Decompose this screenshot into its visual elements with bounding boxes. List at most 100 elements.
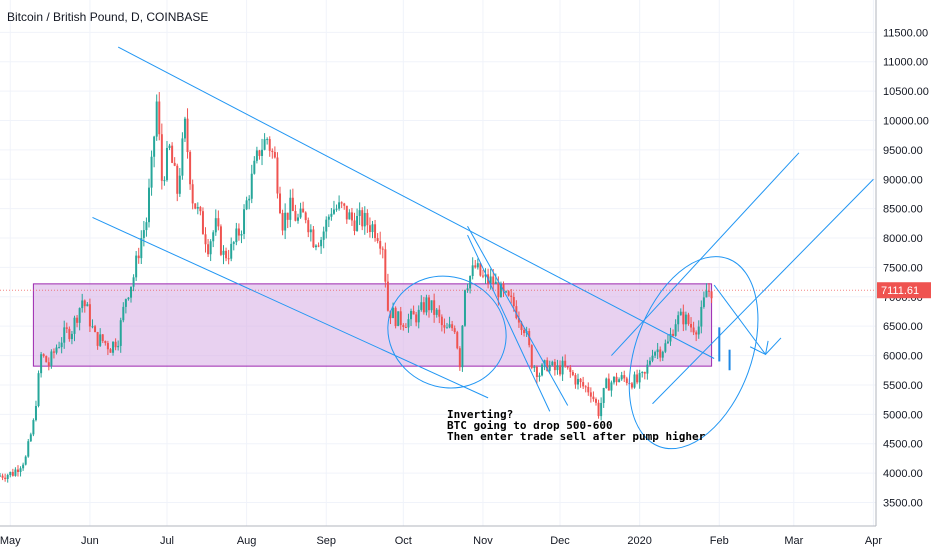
candle-body — [219, 226, 222, 255]
candle-body — [29, 434, 32, 442]
candle-body — [404, 326, 407, 328]
candle-body — [379, 241, 382, 249]
candle-body — [119, 320, 122, 346]
candle-body — [669, 333, 672, 342]
candle-body — [332, 209, 335, 214]
candle-body — [397, 311, 400, 327]
candle-body — [594, 399, 597, 403]
candle-body — [299, 208, 302, 218]
candle-body — [258, 150, 261, 156]
candle-body — [106, 343, 109, 350]
candle-body — [371, 224, 374, 233]
candle-body — [199, 206, 202, 212]
candle-body — [625, 378, 628, 384]
candle-body — [512, 297, 515, 307]
candle-body — [684, 314, 687, 325]
projection-arrow-line-1 — [713, 284, 766, 355]
candle-body — [612, 376, 615, 383]
candle-body — [448, 324, 451, 328]
candle-body — [561, 360, 564, 375]
y-tick-label: 4500.00 — [883, 439, 923, 451]
candle-body — [697, 326, 700, 335]
candle-body — [130, 286, 133, 298]
candle-body — [248, 198, 251, 201]
candle-body — [273, 152, 276, 158]
candle-body — [535, 366, 538, 378]
candle-body — [101, 334, 104, 341]
candle-body — [350, 212, 353, 221]
candle-body — [415, 314, 418, 323]
candle-body — [52, 351, 55, 353]
candle-body — [523, 330, 526, 334]
candle-body — [641, 371, 644, 373]
candle-body — [489, 276, 492, 284]
x-tick-label: Apr — [865, 535, 882, 547]
candle-body — [702, 297, 705, 307]
candle-body — [22, 464, 25, 469]
candle-body — [279, 193, 282, 214]
candle-body — [317, 245, 320, 247]
candle-body — [661, 351, 664, 358]
candle-body — [135, 255, 138, 278]
candle-body — [335, 208, 338, 210]
candle-body — [240, 234, 243, 236]
candle-body — [325, 219, 328, 232]
candle-body — [484, 274, 487, 277]
candle-body — [440, 316, 443, 326]
candle-body — [381, 248, 384, 250]
candle-body — [181, 138, 184, 176]
candle-body — [320, 239, 323, 247]
candle-body — [510, 295, 513, 298]
candle-body — [291, 197, 294, 211]
candle-body — [461, 325, 464, 368]
candle-body — [551, 361, 554, 366]
candle-body — [271, 150, 274, 153]
candle-body — [160, 134, 163, 181]
candle-body — [147, 187, 150, 223]
candle-body — [656, 349, 659, 353]
y-tick-label: 9500.00 — [883, 145, 923, 157]
candle-body — [112, 341, 115, 353]
candle-body — [189, 152, 192, 185]
candle-body — [204, 234, 207, 245]
candle-body — [672, 333, 675, 336]
y-tick-label: 8500.00 — [883, 204, 923, 216]
candle-body — [286, 212, 289, 220]
candle-body — [659, 349, 662, 358]
candle-body — [309, 229, 312, 233]
candle-body — [194, 203, 197, 209]
y-tick-label: 3500.00 — [883, 497, 923, 509]
candle-body — [340, 202, 343, 204]
candle-body — [435, 309, 438, 315]
candle-body — [417, 309, 420, 323]
candle-body — [81, 300, 84, 309]
y-tick-label: 10000.00 — [883, 115, 929, 127]
x-tick-label: Sep — [316, 535, 336, 547]
candle-body — [253, 160, 256, 174]
candle-body — [356, 215, 359, 231]
candle-body — [353, 220, 356, 231]
y-tick-label: 4000.00 — [883, 468, 923, 480]
candle-body — [481, 275, 484, 277]
candle-body — [232, 242, 235, 244]
candle-body — [677, 315, 680, 325]
candle-body — [433, 300, 436, 315]
candle-body — [458, 348, 461, 368]
candle-body — [674, 324, 677, 336]
y-tick-label: 9000.00 — [883, 174, 923, 186]
candle-body — [553, 361, 556, 371]
candle-body — [99, 334, 102, 346]
candle-body — [158, 101, 161, 135]
candle-body — [571, 371, 574, 376]
candle-body — [420, 302, 423, 310]
candle-body — [330, 213, 333, 217]
ascending-channel-lower — [652, 178, 874, 405]
candle-body — [368, 225, 371, 233]
projection-arrow-head — [749, 340, 769, 356]
candle-body — [389, 310, 392, 319]
candle-body — [176, 165, 179, 194]
candle-body — [384, 249, 387, 282]
